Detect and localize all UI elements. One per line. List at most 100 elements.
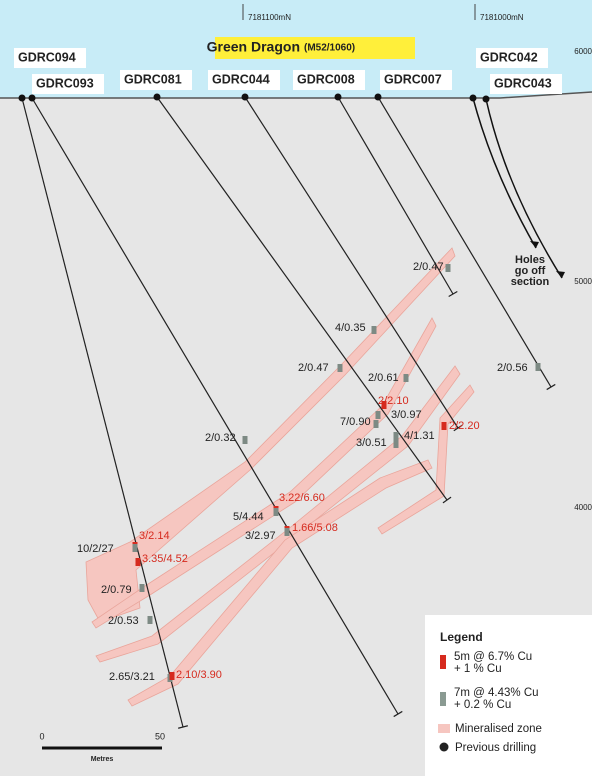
legend-label: + 1 % Cu [454,663,502,675]
hole-label-box [32,74,104,94]
collar [374,93,382,101]
annotation: go off [515,265,546,277]
intercept-label: 4/1.31 [404,430,435,442]
intercept-label: 2/2.10 [378,395,409,407]
mineralised-zone [377,384,475,535]
intercept-label: 7/0.90 [340,416,371,428]
hole-label: GDRC093 [36,76,94,90]
legend-title: Legend [440,630,483,644]
intercept-label: 3/0.97 [391,409,422,421]
intercept-label: 2/0.32 [205,432,236,444]
hole-label: GDRC094 [18,50,76,64]
intercept-mark [135,558,141,566]
hole-end [178,725,188,729]
intercept-mark [381,401,387,409]
intercept-mark [139,584,145,592]
hole-end [453,424,463,432]
intercept-mark [445,264,451,272]
legend-swatch [440,692,446,706]
annotation: Holes [515,254,545,266]
legend-label: Mineralised zone [455,723,542,735]
legend-label: Previous drilling [455,742,536,754]
intercept-label: 2/2.20 [449,420,480,432]
collar [334,93,342,101]
intercept-mark [441,422,447,430]
collar [241,93,249,101]
drill-hole [377,96,552,388]
intercept-label: 2.10/3.90 [176,669,222,681]
scale-start: 0 [39,731,44,741]
intercept-mark [132,544,138,552]
drill-hole [485,98,563,279]
hole-label-box [490,74,562,94]
hole-label: GDRC081 [124,72,182,86]
hole-label: GDRC007 [384,72,442,86]
legend-swatch [439,742,449,752]
intercept-mark [169,672,175,680]
holes: GDRC094 GDRC093 GDRC081 GDRC044 GDRC008 GDRC0… [14,48,565,729]
arrow-head [530,241,539,248]
arrow-head [556,271,565,278]
hole-label-box [120,70,192,90]
zones [85,247,475,707]
intercept-mark [535,363,541,371]
intercept-mark [284,528,290,536]
intercept-label: 3.22/6.60 [279,492,325,504]
elevation: 5000 [574,277,592,286]
title-box [215,37,415,59]
collar [469,94,477,102]
drill-hole [337,96,454,295]
drill-hole [156,96,448,501]
intercept-mark [375,411,381,419]
legend-label: 7m @ 4.43% Cu [454,687,539,699]
collar [28,94,36,102]
legend-box [425,615,592,776]
hole-label: GDRC043 [494,76,552,90]
collar [482,95,490,103]
hole-label: GDRC042 [480,50,538,64]
hole-label-box [380,70,452,90]
hole-label-box [476,48,548,68]
drill-hole [244,96,459,429]
hole-label-box [208,70,280,90]
hole-end [393,710,403,718]
intercept-mark [147,616,153,624]
intercept-label: 2/0.47 [413,261,444,273]
mineralised-zone [91,317,437,629]
annotation: section [511,276,550,288]
elevation: 6000 [574,47,592,56]
hole-label: GDRC044 [212,72,270,86]
scale-end: 50 [155,731,165,741]
intercept-label: 3.35/4.52 [142,553,188,565]
hole-end [448,290,458,298]
drill-hole [472,97,537,249]
hole-end [546,383,556,391]
northing-label: 7181100mN [248,13,291,22]
intercept-mark [371,326,377,334]
northing-label: 7181000mN [480,13,524,22]
intercept-label: 3/0.51 [356,437,387,449]
collar [18,94,26,102]
legend-label: + 0.2 % Cu [454,699,511,711]
collar [153,93,161,101]
intercept-label: 3/2.97 [245,530,276,542]
legend-swatch [438,724,450,733]
intercept-mark [403,374,409,382]
hole-label-box [293,70,365,90]
intercept-label: 2/0.53 [108,615,139,627]
elevation: 4000 [574,503,592,512]
hole-label-box [14,48,86,68]
intercept-label: 4/0.35 [335,322,366,334]
intercept-label: 1.66/5.08 [292,522,338,534]
hole-end [442,496,452,504]
intercept-mark [242,436,248,444]
drill-hole [21,97,184,728]
intercept-mark [373,420,379,428]
title: Green Dragon [207,39,300,55]
intercept-mark [393,432,399,440]
intercept-label: 2/0.47 [298,362,329,374]
intercept-label: 2.65/3.21 [109,671,155,683]
intercept-label: 2/0.56 [497,362,528,374]
intercept-label: 2/0.79 [101,584,132,596]
